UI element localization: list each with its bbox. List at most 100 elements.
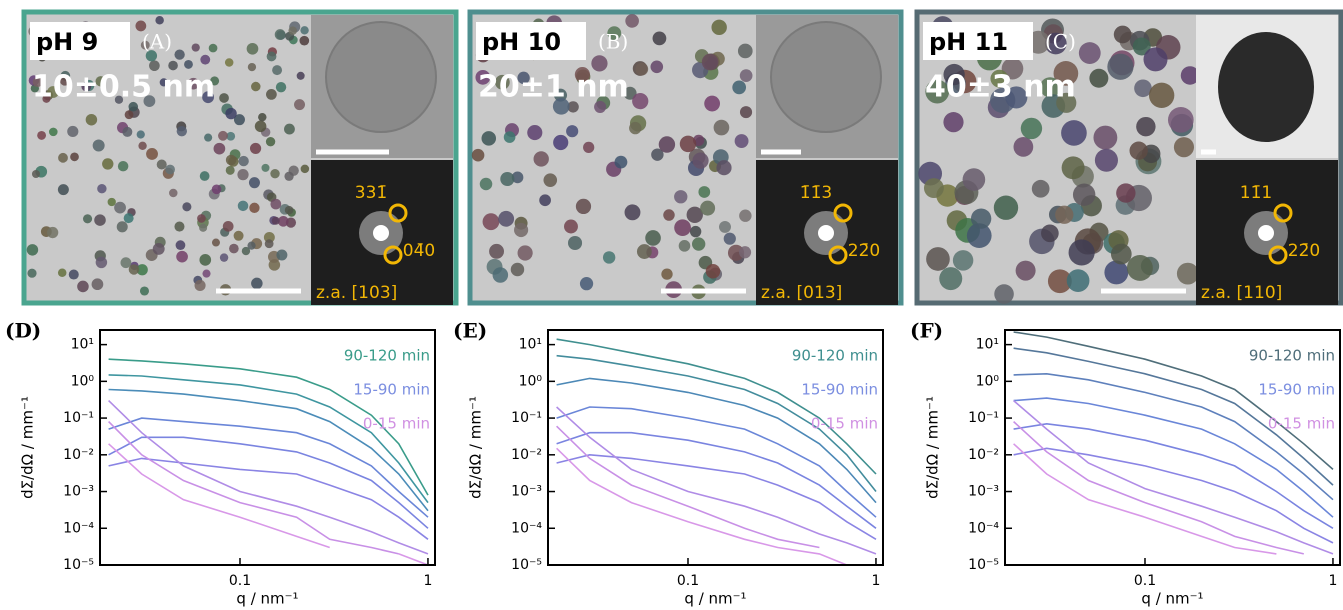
particle [128, 101, 139, 112]
particle [1056, 92, 1077, 113]
particle [533, 151, 549, 167]
particle [241, 246, 251, 256]
particle [704, 95, 721, 112]
x-tick-label: 0.1 [229, 573, 251, 589]
particle [517, 71, 530, 84]
particle [247, 62, 257, 72]
particle [1061, 156, 1085, 180]
y-tick-label: 10⁰ [71, 373, 95, 389]
particle [711, 19, 727, 36]
curve [108, 443, 429, 565]
particle [1089, 68, 1109, 88]
particle [284, 123, 295, 135]
particle [159, 78, 168, 87]
particle [175, 240, 186, 251]
particle [686, 206, 703, 223]
image-panel: 331̄ 04̄0 z.a. [103] pH 9 (A) 10±0.5 nm [21, 9, 459, 306]
particle [68, 269, 79, 280]
particle [517, 245, 533, 261]
curve [1013, 331, 1334, 471]
particle [966, 223, 992, 248]
particle [168, 60, 178, 71]
particle [739, 69, 753, 82]
curve [108, 436, 429, 529]
particle [1055, 205, 1074, 224]
particle-hrtem [1218, 32, 1314, 142]
particle [94, 214, 106, 226]
particle [1176, 262, 1199, 285]
particle [251, 277, 263, 290]
y-tick-label: 10⁻¹ [63, 410, 94, 426]
particle [48, 127, 58, 137]
particle [716, 160, 732, 176]
particle [176, 125, 187, 137]
fft-spot [828, 245, 848, 265]
particle [494, 74, 510, 90]
particle [122, 126, 133, 137]
plot-frame [547, 329, 884, 566]
particle [174, 221, 185, 232]
particle [500, 171, 515, 187]
size-label: 20±1 nm [478, 70, 629, 105]
particle [67, 125, 79, 138]
particle [42, 94, 51, 103]
y-tick-label: 10⁻¹ [968, 410, 999, 426]
y-tick-label: 10⁻³ [511, 484, 542, 500]
particle [923, 178, 944, 199]
particle [218, 130, 228, 141]
particle [481, 131, 497, 146]
particle [210, 76, 220, 86]
particle [527, 125, 543, 141]
particle [970, 208, 992, 229]
particle [229, 243, 239, 254]
particle [300, 26, 309, 35]
particle [623, 86, 637, 100]
particle [1031, 179, 1050, 198]
particle [194, 279, 206, 291]
particle [265, 136, 276, 147]
curve [556, 406, 877, 555]
particle [632, 92, 649, 110]
particle [145, 50, 158, 62]
particle [219, 93, 229, 103]
particle [689, 225, 702, 238]
particle [174, 49, 185, 60]
y-axis-label: dΣ/dΩ / mm⁻¹ [467, 396, 485, 499]
panel-letter: (C) [1045, 30, 1076, 54]
particle [1129, 141, 1148, 160]
particle [261, 163, 270, 172]
particle [625, 14, 639, 28]
fft-label: 22̄0 [1288, 241, 1320, 261]
y-tick-label: 10⁻⁴ [63, 520, 94, 536]
particle [723, 232, 736, 245]
particle [199, 171, 210, 181]
particle [511, 171, 524, 184]
particle [674, 190, 688, 204]
particle [284, 205, 294, 215]
particle [270, 198, 282, 210]
x-tick-label: 1 [1329, 573, 1338, 589]
curve [1013, 347, 1334, 486]
image-panel: 11̄1 22̄0 z.a. [110] pH 11 (C) 40±3 nm [914, 9, 1343, 306]
particle [498, 210, 515, 227]
particle [124, 110, 134, 120]
x-tick-label: 1 [424, 573, 433, 589]
particle [614, 155, 628, 169]
particle [233, 114, 245, 126]
particle [1126, 254, 1153, 281]
y-tick-label: 10⁰ [976, 373, 1000, 389]
particle [651, 148, 664, 161]
fft-center [818, 225, 834, 241]
particle [645, 230, 661, 246]
particle [32, 77, 43, 88]
particle [990, 69, 1009, 88]
particle [1173, 137, 1195, 158]
particle [208, 43, 218, 53]
particle [224, 58, 234, 67]
particle [994, 284, 1014, 304]
particle [82, 214, 93, 224]
particle [1068, 239, 1095, 266]
size-label: 40±3 nm [925, 70, 1076, 105]
y-tick-label: 10⁻⁴ [968, 520, 999, 536]
particle [226, 131, 236, 141]
